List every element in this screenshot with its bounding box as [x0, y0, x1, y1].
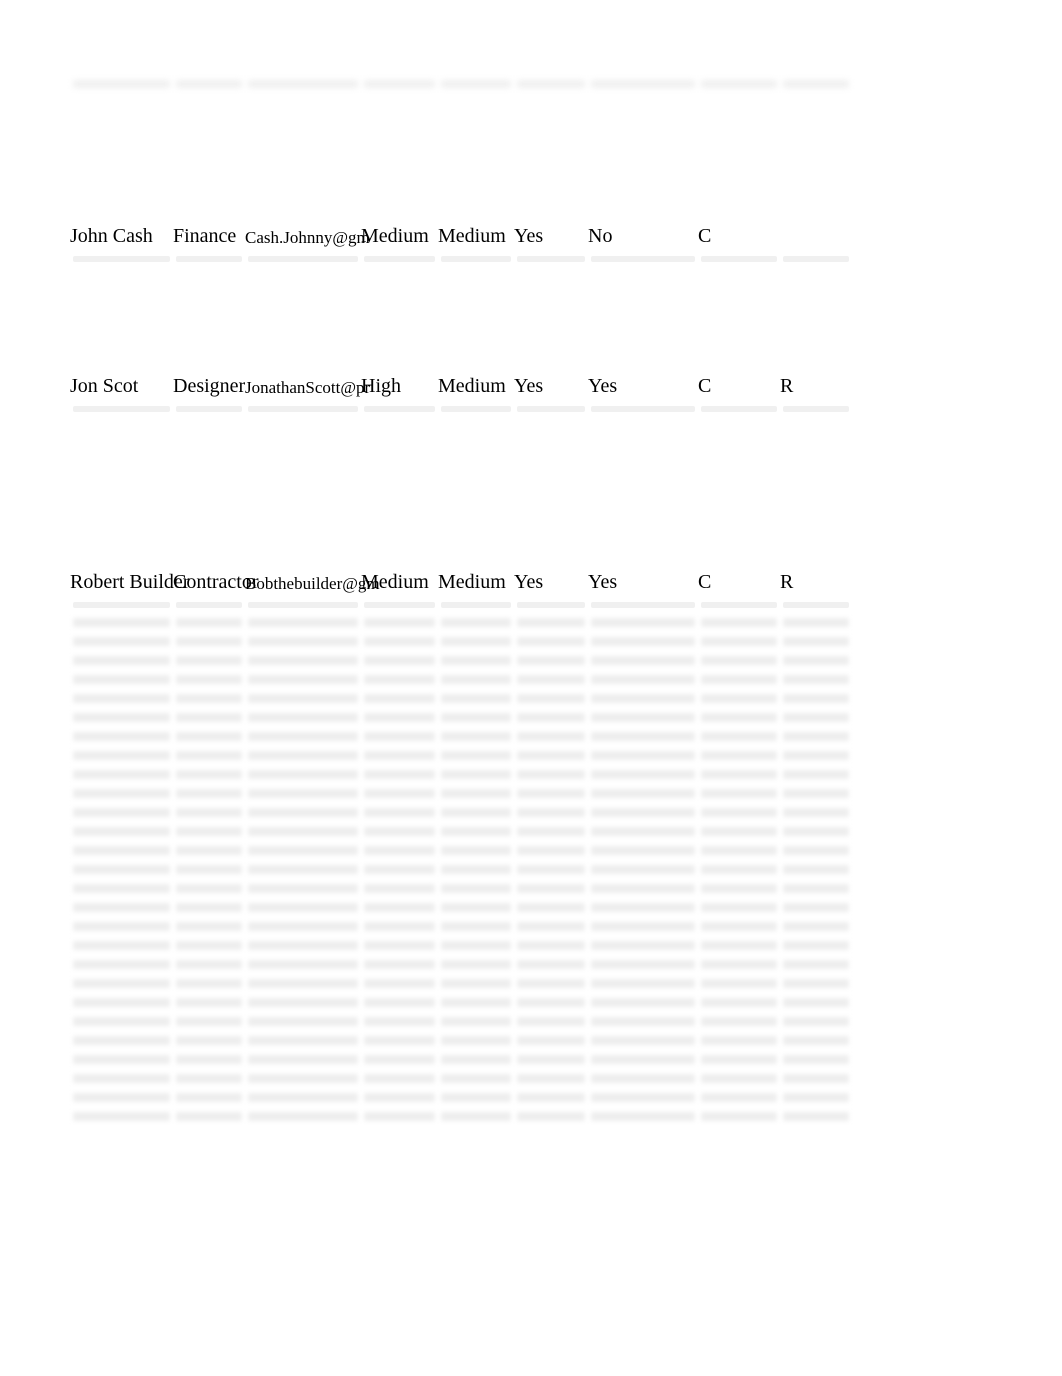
empty-row — [70, 637, 992, 646]
empty-row — [70, 694, 992, 703]
empty-row — [70, 751, 992, 760]
cell-role: Designer — [173, 375, 245, 406]
cell-c8: C — [698, 375, 780, 406]
stakeholder-table: John Cash Finance Cash.Johnny@gm Medium … — [70, 80, 992, 1121]
empty-row — [70, 846, 992, 855]
empty-row — [70, 1093, 992, 1102]
cell-c7: No — [588, 225, 698, 256]
cell-role: Contractor — [173, 571, 245, 602]
cell-c8: C — [698, 225, 780, 256]
cell-name: John Cash — [70, 225, 173, 256]
cell-c7: Yes — [588, 571, 698, 602]
empty-row — [70, 789, 992, 798]
cell-c8: C — [698, 571, 780, 602]
empty-row — [70, 1017, 992, 1026]
cell-c4: High — [361, 375, 438, 406]
cell-name: Jon Scot — [70, 375, 173, 406]
cell-c9 — [780, 248, 852, 256]
empty-row — [70, 618, 992, 627]
empty-row — [70, 1112, 992, 1121]
empty-row — [70, 979, 992, 988]
cell-email: JonathanScott@pr — [245, 378, 361, 406]
empty-row — [70, 827, 992, 836]
empty-row — [70, 1036, 992, 1045]
empty-row — [70, 903, 992, 912]
cell-c5: Medium — [438, 571, 514, 602]
cell-c7: Yes — [588, 375, 698, 406]
table-row: Jon Scot Designer JonathanScott@pr High … — [70, 262, 992, 406]
empty-row — [70, 1055, 992, 1064]
empty-rows-section — [70, 618, 992, 1121]
cell-email: Cash.Johnny@gm — [245, 228, 361, 256]
empty-row — [70, 732, 992, 741]
empty-row — [70, 884, 992, 893]
cell-c9: R — [780, 375, 852, 406]
cell-name: Robert Builder — [70, 571, 173, 602]
empty-row — [70, 960, 992, 969]
empty-row — [70, 998, 992, 1007]
header-separator — [70, 80, 992, 88]
table-row: John Cash Finance Cash.Johnny@gm Medium … — [70, 88, 992, 256]
empty-row — [70, 941, 992, 950]
cell-email: Bobthebuilder@gm — [245, 574, 361, 602]
cell-c6: Yes — [514, 571, 588, 602]
cell-c9: R — [780, 571, 852, 602]
empty-row — [70, 770, 992, 779]
cell-c5: Medium — [438, 375, 514, 406]
empty-row — [70, 1074, 992, 1083]
empty-row — [70, 865, 992, 874]
empty-row — [70, 713, 992, 722]
cell-c6: Yes — [514, 225, 588, 256]
row-separator — [70, 602, 992, 608]
empty-row — [70, 922, 992, 931]
cell-c6: Yes — [514, 375, 588, 406]
empty-row — [70, 656, 992, 665]
cell-c4: Medium — [361, 225, 438, 256]
cell-c4: Medium — [361, 571, 438, 602]
table-row: Robert Builder Contractor Bobthebuilder@… — [70, 412, 992, 602]
empty-row — [70, 808, 992, 817]
cell-role: Finance — [173, 225, 245, 256]
empty-row — [70, 675, 992, 684]
cell-c5: Medium — [438, 225, 514, 256]
